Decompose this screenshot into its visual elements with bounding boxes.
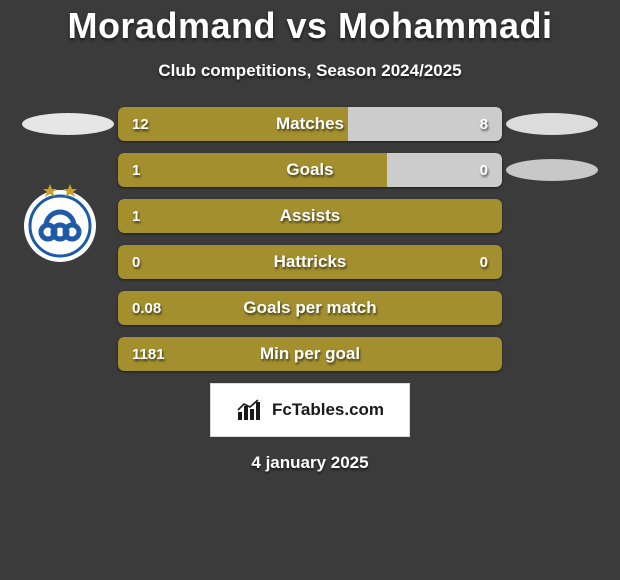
club-badge-icon	[18, 178, 102, 262]
bar-left-fill	[118, 337, 502, 371]
stat-bar: 1181Min per goal	[118, 337, 502, 371]
footer-brand: FcTables.com	[272, 400, 384, 420]
right-slot	[502, 107, 602, 141]
stat-bar: 00Hattricks	[118, 245, 502, 279]
bar-left-fill	[118, 199, 502, 233]
player-marker-right	[506, 113, 598, 135]
player-marker-right	[506, 159, 598, 181]
left-slot	[18, 107, 118, 141]
stat-value-right: 8	[480, 107, 488, 141]
bar-left-fill	[118, 107, 348, 141]
page-subtitle: Club competitions, Season 2024/2025	[0, 61, 620, 81]
right-slot	[502, 291, 602, 325]
bar-left-fill	[118, 291, 502, 325]
right-slot	[502, 337, 602, 371]
stat-row: 1181Min per goal	[0, 337, 620, 371]
right-slot	[502, 245, 602, 279]
stat-value-left: 1181	[132, 337, 165, 371]
bar-left-fill	[118, 153, 387, 187]
player-marker-left	[22, 113, 114, 135]
chart-icon	[236, 398, 264, 422]
page-title: Moradmand vs Mohammadi	[0, 5, 620, 47]
stat-value-left: 1	[132, 153, 140, 187]
stat-value-left: 0.08	[132, 291, 161, 325]
stat-value-left: 12	[132, 107, 149, 141]
bar-left-fill	[118, 245, 502, 279]
stat-bar: 10Goals	[118, 153, 502, 187]
footer-badge: FcTables.com	[210, 383, 410, 437]
stat-value-right: 0	[480, 153, 488, 187]
stat-row: 128Matches	[0, 107, 620, 141]
stat-value-right: 0	[480, 245, 488, 279]
right-slot	[502, 153, 602, 187]
stat-value-left: 0	[132, 245, 140, 279]
stat-value-left: 1	[132, 199, 140, 233]
stat-row: 0.08Goals per match	[0, 291, 620, 325]
stat-bar: 1Assists	[118, 199, 502, 233]
infographic-container: Moradmand vs Mohammadi Club competitions…	[0, 0, 620, 580]
left-slot	[18, 337, 118, 371]
left-slot	[18, 291, 118, 325]
stat-bar: 0.08Goals per match	[118, 291, 502, 325]
right-slot	[502, 199, 602, 233]
footer-date: 4 january 2025	[0, 453, 620, 473]
stat-bar: 128Matches	[118, 107, 502, 141]
